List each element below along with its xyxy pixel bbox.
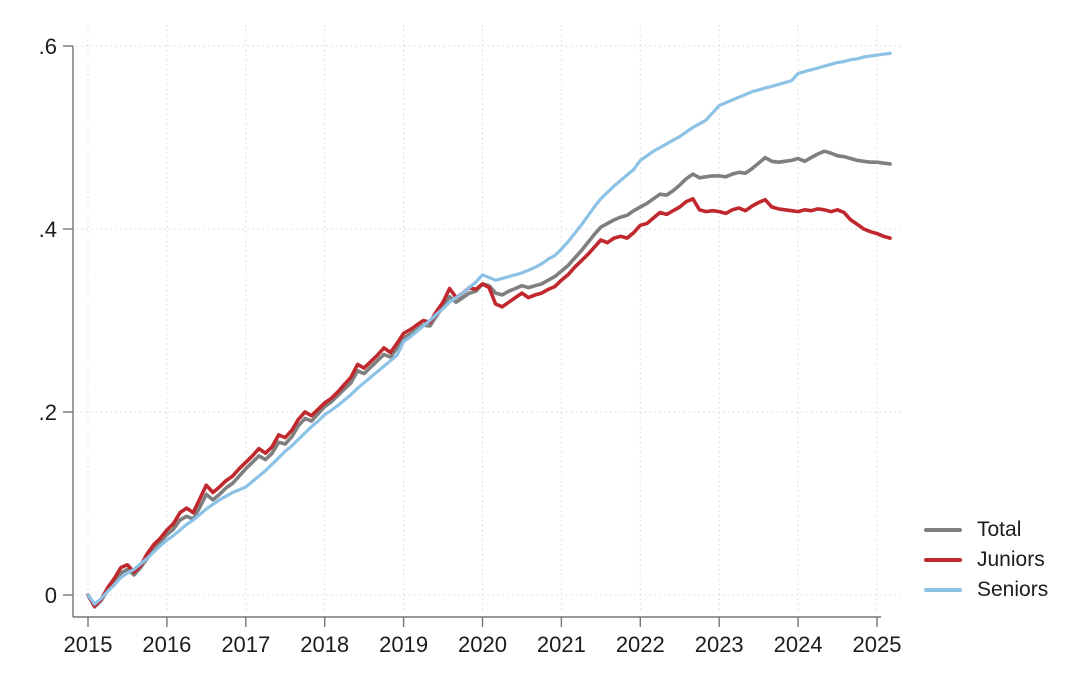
x-tick-label: 2022 [616, 632, 665, 657]
x-tick-label: 2018 [300, 632, 349, 657]
x-tick-label: 2015 [64, 632, 113, 657]
x-tick-label: 2016 [142, 632, 191, 657]
y-tick-label: .4 [39, 217, 57, 242]
legend-item-seniors: Seniors [924, 577, 1048, 602]
y-tick-label: 0 [45, 583, 57, 608]
x-tick-label: 2021 [537, 632, 586, 657]
x-tick-label: 2017 [221, 632, 270, 657]
gridlines [76, 25, 904, 612]
legend-swatch-juniors-line [924, 557, 962, 562]
legend-item-total: Total [924, 517, 1048, 542]
x-tick-label: 2019 [379, 632, 428, 657]
series-line-total [86, 149, 892, 609]
x-tick-label: 2025 [853, 632, 902, 657]
y-tick-label: .2 [39, 400, 57, 425]
axes: 0 .2 .4 .6 2015 2016 2017 2018 2019 2020 2021 2022 2… [39, 34, 902, 657]
legend: Total Juniors Seniors [924, 517, 1048, 602]
x-tick-label: 2024 [774, 632, 823, 657]
legend-label-seniors: Seniors [977, 578, 1049, 601]
legend-label-total: Total [977, 518, 1022, 541]
legend-swatch-seniors-line [924, 587, 962, 592]
x-tick-label: 2023 [695, 632, 744, 657]
x-tick-label: 2020 [458, 632, 507, 657]
series-line-seniors [86, 51, 892, 606]
legend-label-juniors: Juniors [977, 548, 1045, 571]
legend-item-juniors: Juniors [924, 547, 1048, 572]
y-tick-label: .6 [39, 34, 57, 59]
series-line-juniors [86, 197, 892, 608]
legend-swatch-total-line [924, 527, 962, 532]
